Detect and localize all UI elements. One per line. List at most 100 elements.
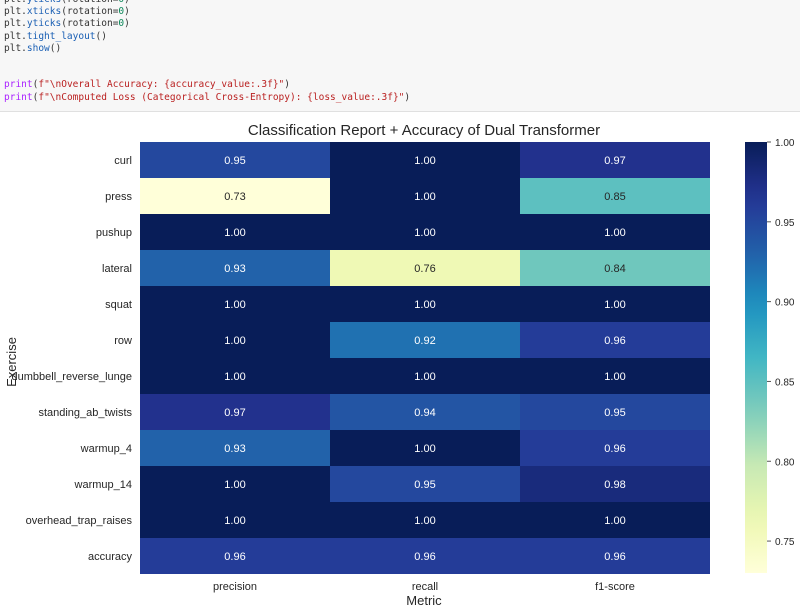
cell-value-label: 0.92 bbox=[414, 335, 435, 347]
row-label: accuracy bbox=[88, 551, 133, 563]
colorbar-tick-label: 0.85 bbox=[775, 377, 795, 388]
heatmap-cell bbox=[140, 178, 330, 214]
cell-value-label: 0.98 bbox=[604, 479, 625, 491]
heatmap-cell bbox=[520, 142, 710, 178]
cell-value-label: 1.00 bbox=[224, 227, 245, 239]
heatmap-cell bbox=[520, 358, 710, 394]
heatmap-cell bbox=[140, 394, 330, 430]
cell-value-label: 0.96 bbox=[604, 335, 625, 347]
cell-value-label: 1.00 bbox=[224, 515, 245, 527]
row-label: pushup bbox=[96, 227, 132, 239]
cell-value-label: 1.00 bbox=[224, 299, 245, 311]
cell-value-label: 0.95 bbox=[414, 479, 435, 491]
heatmap-cell bbox=[520, 502, 710, 538]
column-labels: precision recall f1-score bbox=[213, 581, 635, 593]
row-label: warmup_14 bbox=[74, 479, 132, 491]
heatmap-cell bbox=[520, 322, 710, 358]
chart-title: Classification Report + Accuracy of Dual… bbox=[248, 122, 600, 139]
heatmap-cell bbox=[330, 250, 520, 286]
cell-value-label: 1.00 bbox=[224, 371, 245, 383]
cell-value-label: 1.00 bbox=[414, 227, 435, 239]
row-label: warmup_4 bbox=[80, 443, 132, 455]
heatmap-cell bbox=[520, 286, 710, 322]
heatmap-cell bbox=[140, 250, 330, 286]
heatmap-cell bbox=[520, 466, 710, 502]
row-label: curl bbox=[114, 155, 132, 167]
cell-value-label: 1.00 bbox=[414, 371, 435, 383]
heatmap-cell bbox=[330, 214, 520, 250]
cell-value-label: 1.00 bbox=[414, 191, 435, 203]
code-cell[interactable]: plt.yticks(rotation=0) plt.xticks(rotati… bbox=[0, 0, 800, 112]
cell-value-label: 0.73 bbox=[224, 191, 245, 203]
row-label: overhead_trap_raises bbox=[26, 515, 133, 527]
heatmap-cell bbox=[140, 466, 330, 502]
cell-value-label: 0.97 bbox=[604, 155, 625, 167]
heatmap-cells: 0.95 1.00 0.97 0.73 1.00 0.85 1.00 1.00 1.00 0.93… bbox=[140, 142, 710, 574]
heatmap-cell bbox=[330, 538, 520, 574]
cell-value-label: 0.96 bbox=[414, 551, 435, 563]
code-text[interactable]: plt.yticks(rotation=0) plt.xticks(rotati… bbox=[4, 0, 411, 103]
cell-value-label: 0.93 bbox=[224, 443, 245, 455]
heatmap-chart: Classification Report + Accuracy of Dual… bbox=[4, 122, 795, 608]
heatmap-cell bbox=[140, 358, 330, 394]
heatmap-cell bbox=[330, 322, 520, 358]
heatmap-cell bbox=[140, 286, 330, 322]
heatmap-cell bbox=[330, 358, 520, 394]
heatmap-cell bbox=[520, 250, 710, 286]
cell-value-label: 0.85 bbox=[604, 191, 625, 203]
cell-value-label: 1.00 bbox=[414, 155, 435, 167]
column-label: f1-score bbox=[595, 581, 635, 593]
heatmap-cell bbox=[330, 394, 520, 430]
cell-value-label: 1.00 bbox=[224, 335, 245, 347]
cell-value-label: 0.76 bbox=[414, 263, 435, 275]
column-label: recall bbox=[412, 581, 438, 593]
cell-value-label: 0.95 bbox=[224, 155, 245, 167]
heatmap-cell bbox=[140, 322, 330, 358]
heatmap-cell bbox=[140, 538, 330, 574]
cell-value-label: 0.93 bbox=[224, 263, 245, 275]
cell-value-label: 1.00 bbox=[604, 371, 625, 383]
heatmap-cell bbox=[520, 178, 710, 214]
colorbar-tick-label: 0.80 bbox=[775, 457, 795, 468]
cell-value-label: 0.96 bbox=[224, 551, 245, 563]
colorbar bbox=[745, 142, 767, 573]
row-labels: curl press pushup lateral squat row dumbbell_r… bbox=[12, 155, 133, 563]
cell-value-label: 0.96 bbox=[604, 551, 625, 563]
cell-value-label: 0.84 bbox=[604, 263, 625, 275]
colorbar-ticks: 0.75 0.80 0.85 0.90 0.95 1.00 bbox=[767, 138, 795, 548]
heatmap-cell bbox=[140, 214, 330, 250]
y-axis-label: Exercise bbox=[4, 337, 19, 387]
cell-value-label: 1.00 bbox=[414, 443, 435, 455]
cell-value-label: 0.94 bbox=[414, 407, 435, 419]
row-label: press bbox=[105, 191, 132, 203]
cell-value-label: 1.00 bbox=[604, 299, 625, 311]
heatmap-cell bbox=[140, 430, 330, 466]
row-label: lateral bbox=[102, 263, 132, 275]
colorbar-tick-label: 1.00 bbox=[775, 138, 795, 149]
heatmap-cell bbox=[330, 430, 520, 466]
heatmap-cell bbox=[330, 286, 520, 322]
heatmap-cell bbox=[520, 214, 710, 250]
cell-value-label: 1.00 bbox=[604, 227, 625, 239]
heatmap-cell bbox=[330, 178, 520, 214]
cell-value-label: 0.96 bbox=[604, 443, 625, 455]
cell-value-label: 1.00 bbox=[414, 515, 435, 527]
heatmap-cell bbox=[330, 466, 520, 502]
x-axis-label: Metric bbox=[406, 593, 442, 608]
cell-value-label: 0.97 bbox=[224, 407, 245, 419]
heatmap-cell bbox=[520, 394, 710, 430]
row-label: dumbbell_reverse_lunge bbox=[12, 371, 132, 383]
cell-value-label: 1.00 bbox=[224, 479, 245, 491]
heatmap-cell bbox=[520, 430, 710, 466]
cell-value-label: 1.00 bbox=[604, 515, 625, 527]
column-label: precision bbox=[213, 581, 257, 593]
heatmap-cell bbox=[520, 538, 710, 574]
heatmap-cell bbox=[140, 142, 330, 178]
cell-value-label: 0.95 bbox=[604, 407, 625, 419]
row-label: squat bbox=[105, 299, 132, 311]
row-label: standing_ab_twists bbox=[38, 407, 132, 419]
colorbar-tick-label: 0.75 bbox=[775, 537, 795, 548]
row-label: row bbox=[114, 335, 132, 347]
heatmap-cell bbox=[330, 142, 520, 178]
heatmap-cell bbox=[330, 502, 520, 538]
